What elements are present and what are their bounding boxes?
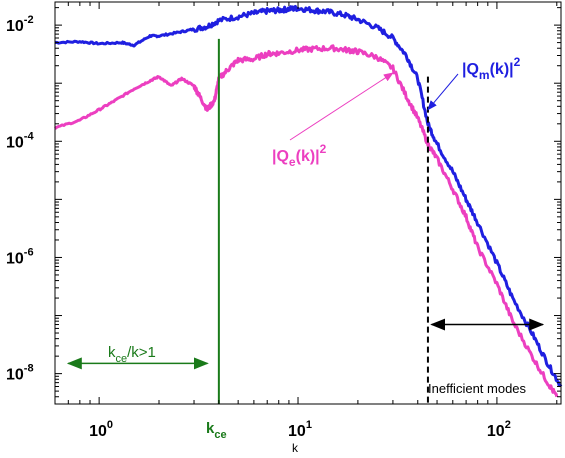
kce-ratio-label: kce/k>1 <box>108 344 156 365</box>
kce-axis-label: kce <box>206 420 227 441</box>
y-tick-label: 10-8 <box>6 363 34 384</box>
reference-lines <box>217 38 429 404</box>
plot-frame <box>54 1 562 405</box>
annotation-arrows <box>66 72 545 370</box>
x-axis-ticks: 100 101 102 <box>54 2 558 440</box>
y-tick-label: 10-6 <box>6 246 34 267</box>
qm-pointer-arrow <box>427 73 459 111</box>
x-tick-label: 100 <box>89 419 113 440</box>
x-tick-label: 101 <box>288 419 312 440</box>
inefficient-modes-label: Inefficient modes <box>428 381 527 396</box>
y-tick-label: 10-4 <box>6 130 34 151</box>
y-axis-ticks: 10-2 10-4 10-6 10-8 <box>6 7 561 405</box>
x-tick-label: 102 <box>487 419 511 440</box>
qe-legend-label: |Qe(k)|2 <box>272 142 327 169</box>
qm-legend-label: |Qm(k)|2 <box>462 55 521 82</box>
series-line-qe <box>54 44 559 398</box>
y-tick-label: 10-2 <box>6 14 34 35</box>
series-layer <box>54 4 563 398</box>
x-axis-label: k <box>292 441 299 455</box>
qe-pointer-arrow <box>289 72 394 141</box>
series-line-qm <box>54 4 563 388</box>
